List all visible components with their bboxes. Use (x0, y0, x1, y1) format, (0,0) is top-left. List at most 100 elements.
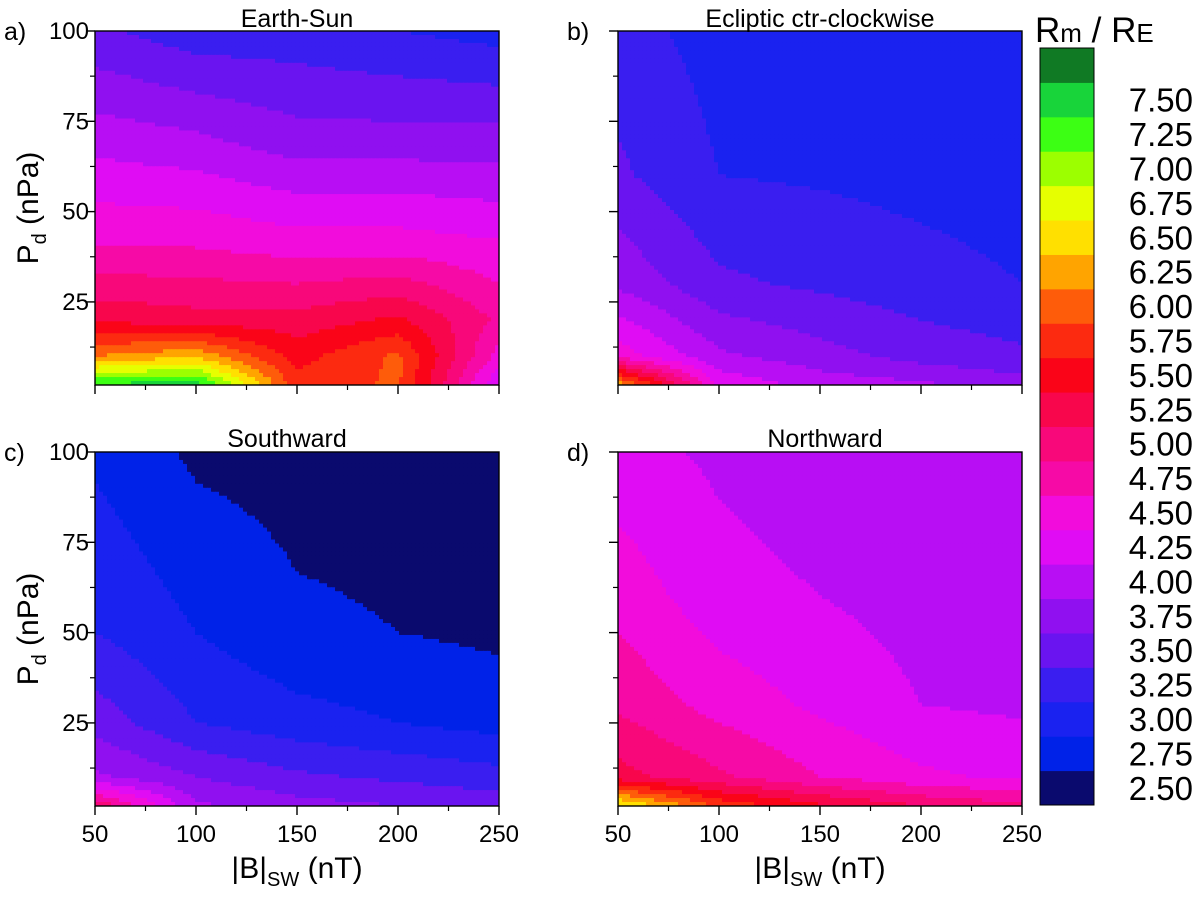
contour-cell (323, 162, 328, 167)
contour-cell (255, 122, 260, 128)
contour-cell (355, 202, 360, 207)
contour-cell (191, 82, 196, 88)
contour-cell (195, 142, 200, 147)
contour-cell (483, 46, 488, 52)
contour-cell (247, 202, 252, 207)
contour-cell (223, 209, 228, 215)
contour-cell (255, 62, 260, 68)
contour-cell (343, 217, 348, 223)
contour-cell (323, 182, 328, 187)
contour-cell (207, 186, 212, 191)
contour-cell (439, 166, 444, 171)
contour-cell (447, 198, 452, 203)
contour-cell (447, 62, 452, 68)
contour-cell (287, 70, 292, 76)
contour-cell (371, 114, 376, 120)
contour-cell (131, 190, 136, 195)
contour-cell (379, 122, 384, 128)
contour-cell (427, 198, 432, 203)
contour-cell (187, 54, 192, 60)
contour-cell (231, 134, 236, 139)
contour-cell (99, 206, 104, 211)
contour-cell (399, 198, 404, 203)
contour-cell (143, 86, 148, 92)
contour-cell (103, 209, 108, 215)
contour-cell (311, 146, 316, 151)
contour-cell (107, 166, 112, 171)
contour-cell (379, 206, 384, 211)
contour-cell (295, 38, 300, 44)
contour-cell (227, 70, 232, 76)
contour-cell (483, 50, 488, 56)
contour-cell (367, 209, 372, 215)
contour-cell (407, 70, 412, 76)
contour-cell (219, 31, 224, 36)
contour-cell (127, 86, 132, 92)
contour-cell (427, 66, 432, 72)
contour-cell (247, 182, 252, 187)
contour-cell (487, 146, 492, 151)
contour-cell (359, 46, 364, 52)
contour-cell (259, 217, 264, 223)
contour-cell (159, 138, 164, 143)
contour-cell (115, 213, 120, 219)
contour-cell (351, 66, 356, 72)
contour-cell (167, 74, 172, 80)
contour-cell (183, 202, 188, 207)
contour-cell (251, 54, 256, 60)
contour-cell (491, 34, 496, 40)
contour-cell (347, 66, 352, 72)
contour-cell (123, 94, 128, 100)
contour-cell (239, 206, 244, 211)
contour-cell (99, 162, 104, 167)
contour-cell (491, 114, 496, 120)
contour-cell (427, 213, 432, 219)
contour-cell (259, 166, 264, 171)
contour-cell (423, 114, 428, 120)
contour-cell (175, 62, 180, 68)
contour-cell (275, 150, 280, 155)
contour-cell (271, 217, 276, 223)
contour-cell (111, 122, 116, 128)
contour-cell (455, 142, 460, 147)
contour-cell (175, 166, 180, 171)
contour-cell (115, 190, 120, 195)
contour-cell (479, 82, 484, 88)
contour-cell (283, 114, 288, 120)
contour-cell (115, 58, 120, 64)
contour-cell (399, 162, 404, 167)
contour-cell (415, 42, 420, 48)
contour-cell (483, 186, 488, 191)
contour-cell (259, 154, 264, 159)
contour-cell (279, 78, 284, 84)
contour-cell (127, 146, 132, 151)
contour-cell (147, 217, 152, 223)
contour-cell (147, 62, 152, 68)
contour-cell (175, 209, 180, 215)
contour-cell (227, 178, 232, 183)
contour-cell (303, 78, 308, 84)
contour-cell (495, 86, 499, 92)
contour-cell (463, 158, 468, 163)
contour-cell (355, 162, 360, 167)
contour-cell (203, 46, 208, 52)
contour-cell (123, 206, 128, 211)
contour-cell (187, 110, 192, 116)
contour-cell (223, 225, 228, 231)
contour-cell (171, 186, 176, 191)
contour-cell (263, 70, 268, 76)
contour-cell (231, 90, 236, 96)
contour-cell (431, 106, 436, 112)
contour-cell (275, 209, 280, 215)
contour-cell (227, 98, 232, 104)
contour-cell (267, 130, 272, 136)
contour-cell (415, 74, 420, 80)
contour-cell (455, 182, 460, 187)
contour-cell (283, 42, 288, 48)
contour-cell (387, 150, 392, 155)
contour-cell (455, 31, 460, 36)
contour-cell (131, 198, 136, 203)
contour-cell (467, 150, 472, 155)
contour-cell (243, 213, 248, 219)
contour-cell (235, 122, 240, 128)
